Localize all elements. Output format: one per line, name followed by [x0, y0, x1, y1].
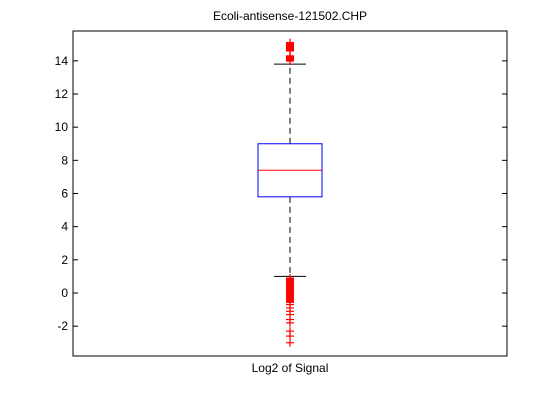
outlier-cluster-top: [286, 42, 294, 51]
y-tick-label: 14: [55, 54, 69, 68]
y-tick-label: 12: [55, 87, 69, 101]
y-tick-label: 2: [61, 253, 68, 267]
outlier-point: [286, 318, 294, 327]
x-tick-label: Log2 of Signal: [252, 361, 329, 375]
y-tick-label: -2: [57, 319, 68, 333]
y-tick-label: 8: [61, 153, 68, 167]
chart-title: Ecoli-antisense-121502.CHP: [213, 9, 367, 23]
plot-area: [257, 38, 323, 347]
y-tick-label: 6: [61, 187, 68, 201]
outlier-cluster-bottom: [286, 278, 294, 303]
y-tick-label: 10: [55, 120, 69, 134]
y-axis: -2 0 2 4 6 8 10 12 14: [55, 54, 507, 333]
outlier-cluster-top-lower: [286, 55, 294, 62]
y-tick-label: 4: [61, 220, 68, 234]
y-tick-label: 0: [61, 286, 68, 300]
outlier-point: [286, 338, 294, 347]
